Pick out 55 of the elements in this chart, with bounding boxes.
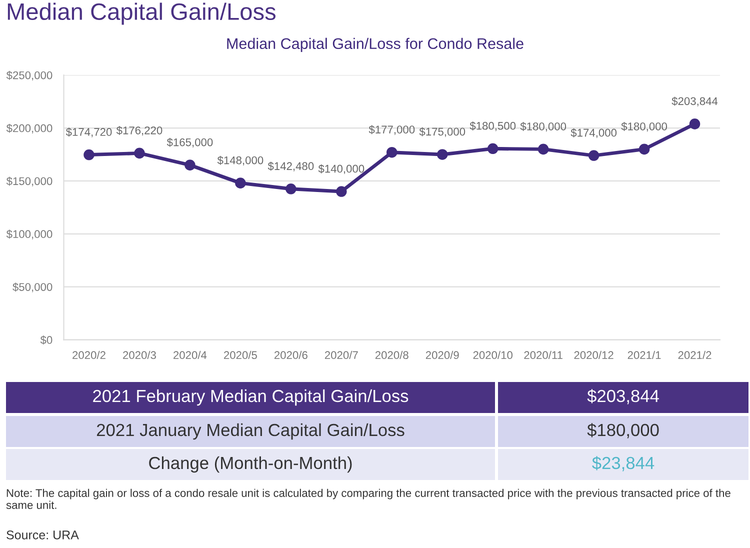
point [286, 184, 296, 194]
text: Change (Month-on-Month) [149, 456, 352, 473]
data-label: $180,500 [470, 121, 516, 132]
point [336, 186, 347, 197]
data-label: $203,844 [672, 96, 718, 106]
x-tick-label: 2020/12 [574, 350, 614, 360]
data-label: $142,480 [268, 162, 314, 172]
x-tick-label: 2020/5 [224, 350, 257, 360]
data-label: $180,000 [621, 122, 668, 132]
source-note: Source: URA [6, 530, 79, 540]
point [638, 144, 650, 155]
y-tick-label: $150,000 [6, 176, 52, 186]
text: $23,844 [592, 456, 654, 472]
point [588, 150, 600, 161]
data-label: $165,000 [166, 138, 213, 148]
y-tick-label: $250,000 [6, 70, 52, 81]
y-tick-label: $200,000 [6, 124, 52, 134]
data-label: $174,720 [66, 128, 112, 138]
y-tick-label: $0 [40, 336, 52, 345]
point [436, 149, 448, 160]
x-tick-label: 2020/2 [72, 350, 106, 360]
text: $180,000 [587, 423, 659, 438]
text: 2021 February Median Capital Gain/Loss [93, 389, 408, 406]
y-tick-label: $50,000 [12, 282, 52, 292]
point [689, 118, 700, 130]
point [184, 160, 196, 170]
x-tick-label: 2020/3 [123, 350, 156, 360]
point [84, 149, 94, 160]
y-tick-label: $100,000 [6, 230, 52, 240]
data-label: $177,000 [368, 125, 415, 135]
x-tick-label: 2020/8 [375, 350, 408, 360]
data-label: $140,000 [318, 164, 364, 174]
data-label: $176,220 [116, 126, 162, 136]
point [538, 144, 549, 155]
chart-title: Median Capital Gain/Loss [8, 2, 276, 25]
data-label: $174,000 [570, 128, 617, 138]
x-tick-label: 2020/7 [324, 350, 358, 360]
x-tick-label: 2020/10 [473, 350, 512, 360]
chart-subtitle: Median Capital Gain/Loss for Condo Resale [227, 38, 524, 52]
x-tick-label: 2020/9 [426, 350, 459, 360]
point [235, 178, 246, 188]
x-tick-label: 2020/11 [524, 350, 562, 360]
text: 2021 January Median Capital Gain/Loss [96, 423, 404, 440]
x-tick-label: 2020/4 [174, 350, 207, 360]
data-label: $175,000 [419, 127, 466, 137]
text: Note: The capital gain or loss of a condo resale unit is calculated by comparing the current transacted price with the previous transacted price of the same unit. [6, 488, 730, 509]
data-label: $148,000 [217, 156, 264, 166]
x-tick-label: 2020/6 [274, 350, 308, 360]
text: $203,844 [587, 389, 659, 404]
data-label: $180,000 [520, 122, 566, 132]
point [134, 148, 145, 159]
point [487, 143, 498, 154]
point [386, 146, 398, 158]
x-tick-label: 2021/1 [628, 350, 661, 360]
x-tick-label: 2021/2 [678, 350, 712, 360]
